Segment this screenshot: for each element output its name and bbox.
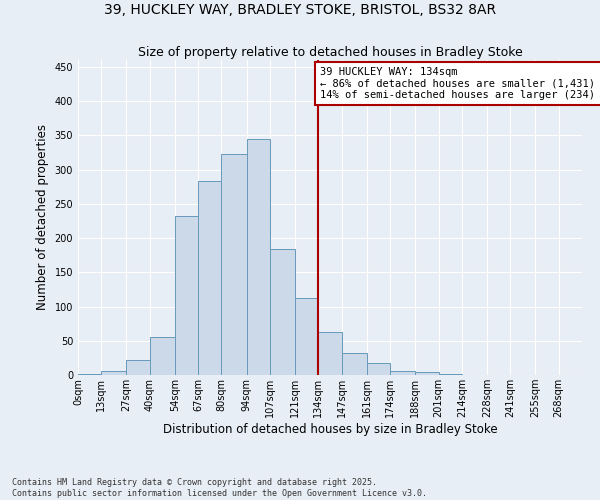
Bar <box>390 371 415 375</box>
Text: 39 HUCKLEY WAY: 134sqm
← 86% of detached houses are smaller (1,431)
14% of semi-: 39 HUCKLEY WAY: 134sqm ← 86% of detached… <box>320 67 600 100</box>
Bar <box>198 180 221 375</box>
Bar <box>101 371 127 375</box>
Bar <box>415 372 439 375</box>
Bar <box>295 298 319 375</box>
Bar <box>127 360 150 375</box>
Text: 39, HUCKLEY WAY, BRADLEY STOKE, BRISTOL, BS32 8AR: 39, HUCKLEY WAY, BRADLEY STOKE, BRISTOL,… <box>104 2 496 16</box>
Bar <box>270 249 295 375</box>
Bar <box>247 140 270 375</box>
Bar <box>78 374 101 375</box>
Bar <box>150 338 175 375</box>
Bar <box>319 332 341 375</box>
Bar <box>439 374 462 375</box>
Bar <box>367 362 390 375</box>
Bar <box>175 216 198 375</box>
Bar <box>341 353 367 375</box>
Bar <box>221 154 247 375</box>
Text: Contains HM Land Registry data © Crown copyright and database right 2025.
Contai: Contains HM Land Registry data © Crown c… <box>12 478 427 498</box>
Y-axis label: Number of detached properties: Number of detached properties <box>36 124 49 310</box>
X-axis label: Distribution of detached houses by size in Bradley Stoke: Distribution of detached houses by size … <box>163 423 497 436</box>
Title: Size of property relative to detached houses in Bradley Stoke: Size of property relative to detached ho… <box>137 46 523 59</box>
